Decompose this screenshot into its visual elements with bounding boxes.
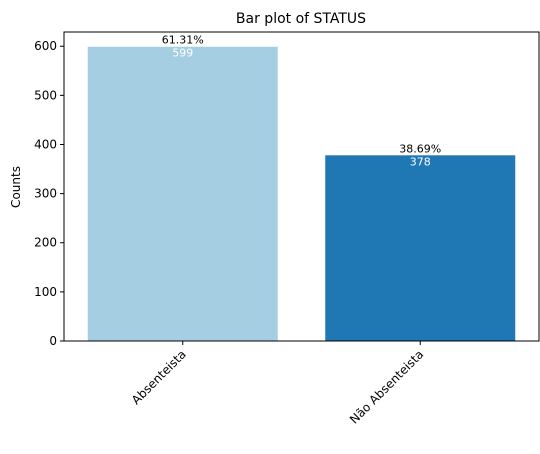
bar-0 — [87, 46, 278, 342]
x-tick-label-0: Absenteista — [129, 347, 189, 407]
bar-percent-label-1: 38.69% — [399, 142, 441, 155]
y-tick-label-5: 500 — [34, 88, 57, 102]
bar-percent-label-0: 61.31% — [162, 34, 204, 47]
bar-value-label-1: 378 — [410, 155, 431, 168]
x-tick-label-1: Não Absenteista — [347, 347, 426, 426]
y-tick-label-3: 300 — [34, 187, 57, 201]
y-tick-label-6: 600 — [34, 39, 57, 53]
y-tick-label-0: 0 — [49, 334, 57, 348]
plot-frame — [63, 31, 540, 342]
y-tick-label-2: 200 — [34, 236, 57, 250]
bar-1 — [325, 155, 516, 341]
y-tick-label-4: 400 — [34, 137, 57, 151]
chart-title: Bar plot of STATUS — [236, 11, 366, 27]
y-axis-label: Counts — [9, 166, 23, 208]
bars-layer — [87, 46, 516, 342]
bar-value-label-0: 599 — [172, 47, 193, 60]
labels-layer: 61.31%599 38.69%378 — [162, 34, 441, 169]
y-tick-label-1: 100 — [34, 285, 57, 299]
x-axis: Absenteista Não Absenteista — [129, 341, 426, 427]
y-axis: 0 100 200 300 400 500 600 — [34, 39, 64, 348]
